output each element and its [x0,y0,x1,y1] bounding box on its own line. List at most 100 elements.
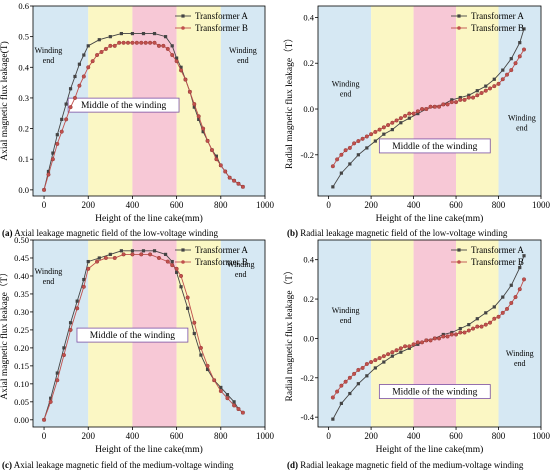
y-tick-label-c-9: 0.45 [14,253,29,263]
x-tick-label-b-1: 200 [364,200,378,210]
data-point-d-1-40 [500,310,505,315]
data-point-d-1-13 [386,352,391,357]
annotation-c-1: Middle of the winding [90,330,175,341]
data-point-b-1-9 [369,132,374,137]
data-point-c-0-4 [68,321,73,325]
data-point-c-1-17 [170,263,175,268]
data-point-c-1-8 [95,259,100,264]
data-point-c-0-16 [175,270,179,274]
annotation-d-0-line1: Winding [332,306,360,315]
legend-label-b-1: Transformer B [471,23,524,33]
data-point-d-0-17 [475,317,479,321]
data-point-b-1-4 [347,145,352,150]
data-point-d-0-19 [492,305,496,309]
data-point-c-1-20 [185,295,190,300]
data-point-b-0-7 [390,128,394,132]
annotation-b-1: Middle of the winding [392,141,477,152]
data-point-b-0-18 [484,84,488,88]
data-point-d-1-33 [471,326,476,331]
data-point-d-1-32 [466,328,471,333]
annotation-a-0-line2: end [43,56,55,65]
data-point-b-1-34 [475,93,480,98]
annotation-b-0-line2: end [340,89,352,98]
data-point-a-1-32 [183,77,188,82]
data-point-d-1-22 [424,338,429,343]
data-point-b-1-7 [360,136,365,141]
data-point-c-1-25 [218,389,223,394]
data-point-b-1-13 [386,123,391,128]
plot-frame-d [317,239,542,428]
y-tick-label-d-4: 0.4 [303,255,314,265]
legend-marker-c-1 [181,260,185,264]
data-point-a-0-1 [46,169,51,174]
y-tick-label-b-2: 0.2 [303,58,314,68]
region-band-d-1 [371,240,414,427]
data-point-b-1-16 [398,116,403,121]
y-tick-label-c-6: 0.30 [14,307,29,317]
data-point-a-1-28 [165,46,170,51]
annotation-box-a-1 [67,97,180,113]
x-tick-label-a-0: 0 [42,200,47,210]
data-point-d-1-19 [411,342,416,347]
data-point-a-1-15 [108,43,113,48]
data-point-a-1-44 [236,181,241,186]
annotation-b-2-line2: end [516,124,528,133]
data-point-a-1-21 [134,40,139,45]
data-point-a-1-26 [156,43,161,48]
data-point-d-1-23 [428,338,433,343]
caption-b-text: Radial leakage magnetic field of the low… [300,228,508,238]
y-tick-label-c-2: 0.10 [14,379,29,389]
caption-b: (b) Radial leakage magnetic field of the… [287,228,507,238]
caption-d-text: Radial leakage magnetic field of the med… [300,460,524,470]
data-point-c-0-24 [225,393,230,397]
data-point-a-0-13 [119,31,123,36]
x-tick-label-d-0: 0 [326,431,331,441]
series-line-c-0 [43,250,244,420]
x-tick-label-b-0: 0 [326,200,331,210]
data-point-d-1-26 [441,334,446,339]
data-point-d-0-3 [356,382,360,386]
caption-a-text: Axial leakage magnetic field of the low-… [14,228,218,238]
legend-label-c-1: Transformer B [195,257,248,267]
data-point-c-1-16 [165,259,170,264]
data-point-d-1-36 [483,322,488,327]
data-point-c-1-15 [156,255,161,260]
caption-a-label: (a) [2,228,13,238]
data-point-a-1-24 [148,40,153,45]
data-point-c-0-18 [186,306,190,310]
region-band-a-4 [220,6,265,196]
data-point-a-0-15 [141,31,146,36]
data-point-d-1-5 [352,371,357,376]
data-point-b-1-31 [462,97,467,102]
data-point-a-0-20 [179,65,183,69]
y-tick-label-a-6: 0.6 [18,1,29,11]
data-point-c-0-7 [86,259,90,264]
data-point-a-1-37 [205,138,210,143]
annotation-box-c-1 [76,327,189,343]
x-tick-label-d-2: 400 [407,431,421,441]
data-point-a-1-41 [223,169,228,174]
data-point-b-1-12 [381,125,386,130]
legend-marker-d-1 [457,260,461,264]
y-tick-label-d-2: 0.0 [303,333,314,343]
data-point-b-1-42 [509,68,514,73]
data-point-b-0-3 [356,153,360,157]
y-tick-label-c-10: 0.50 [14,235,29,245]
y-axis-title-c: Axial magnetic flux leakage（T） [0,267,10,399]
data-point-d-0-18 [484,311,488,315]
data-point-a-1-30 [174,59,179,64]
data-point-b-1-0 [330,164,335,169]
legend-label-d-1: Transformer B [471,257,524,267]
data-point-a-1-17 [117,40,122,45]
data-point-a-1-2 [50,157,55,162]
data-point-a-0-19 [175,56,179,60]
y-tick-label-d-3: 0.2 [303,294,314,304]
data-point-a-1-8 [77,83,82,88]
data-point-c-1-11 [121,252,126,257]
data-point-b-0-4 [365,146,369,150]
data-point-c-1-19 [179,273,184,278]
data-point-b-0-10 [416,111,420,116]
legend-marker-b-0 [457,14,461,18]
data-point-b-1-19 [411,111,416,116]
